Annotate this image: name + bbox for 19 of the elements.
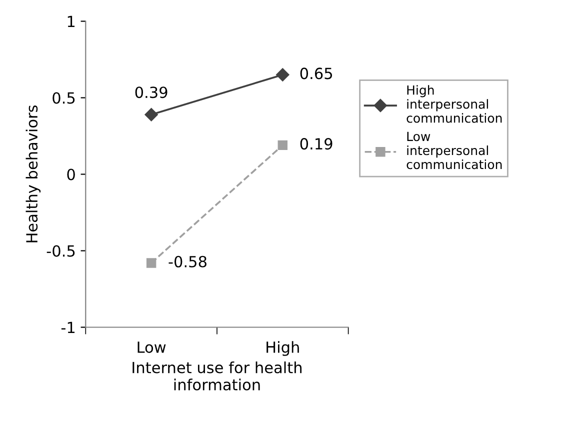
point	[146, 258, 156, 268]
legend-label: High interpersonal communication	[406, 85, 502, 123]
data-label: 0.39	[135, 86, 168, 98]
point	[144, 108, 158, 122]
y-tick-label: 0	[67, 168, 75, 180]
data-label: 0.19	[300, 138, 332, 150]
x-tick-label: Low	[138, 342, 166, 353]
data-label: 0.65	[300, 68, 332, 80]
point	[276, 68, 290, 82]
y-tick-label: -0.5	[46, 245, 75, 257]
x-axis-title: Internet use for health information	[132, 361, 302, 390]
y-tick-label: 0.5	[52, 92, 75, 104]
y-axis-title: Healthy behaviors	[26, 105, 41, 242]
y-tick-label: 1	[68, 16, 75, 28]
point	[278, 140, 288, 150]
y-tick-label: -1	[61, 322, 75, 334]
x-tick-label: High	[266, 341, 299, 356]
legend-label: Low interpersonal communication	[406, 132, 502, 170]
data-label: -0.58	[168, 256, 206, 268]
